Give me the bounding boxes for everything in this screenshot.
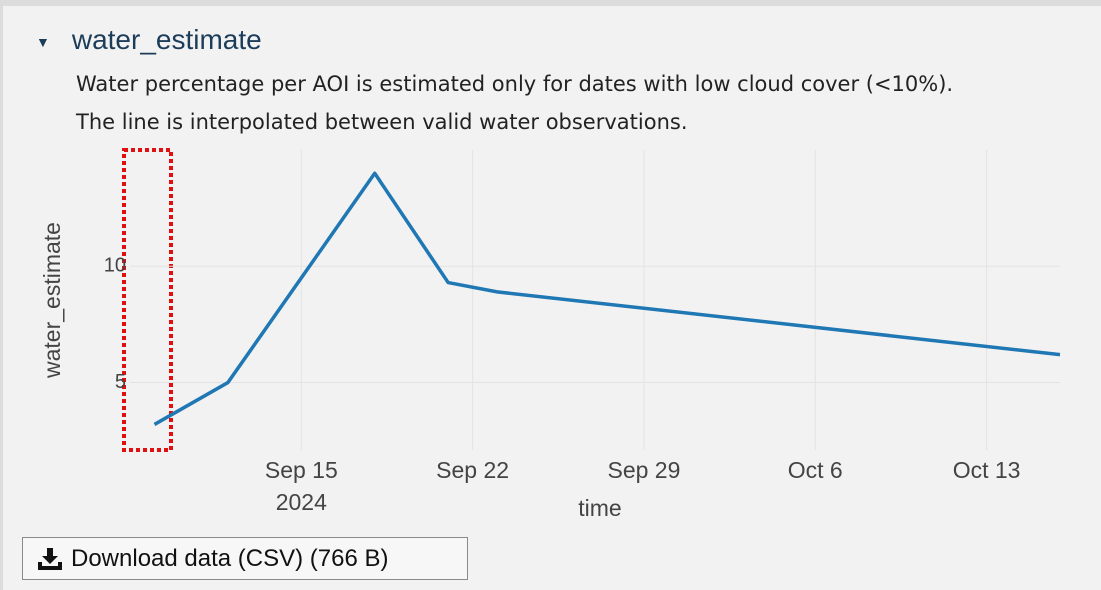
section-title: water_estimate: [71, 24, 262, 55]
x-axis-label: time: [578, 495, 621, 521]
x-tick-label: Sep 15: [265, 457, 338, 483]
download-icon: [38, 547, 62, 570]
description-line: The line is interpolated between valid w…: [76, 110, 688, 134]
data-line: [153, 171, 1061, 426]
x-year-label: 2024: [276, 489, 327, 515]
x-tick-label: Sep 22: [436, 457, 509, 483]
chart: water_estimate time 5 10 Sep 15 2024 Sep 22 S…: [39, 148, 1061, 521]
x-tick-label: Oct 13: [953, 457, 1021, 483]
section-header[interactable]: ▼ water_estimate: [36, 24, 262, 56]
description-line: Water percentage per AOI is estimated on…: [76, 72, 954, 96]
x-tick-label: Sep 29: [607, 457, 680, 483]
button-label: Download data (CSV) (766 B): [71, 544, 389, 572]
x-tick-label: Oct 6: [788, 457, 843, 483]
highlight-box: [122, 148, 173, 452]
y-tick-label: 10: [104, 255, 126, 277]
download-button[interactable]: Download data (CSV) (766 B): [22, 537, 468, 580]
y-axis-label: water_estimate: [39, 222, 65, 379]
y-tick-label: 5: [115, 371, 126, 393]
collapse-arrow[interactable]: ▼: [36, 33, 50, 50]
